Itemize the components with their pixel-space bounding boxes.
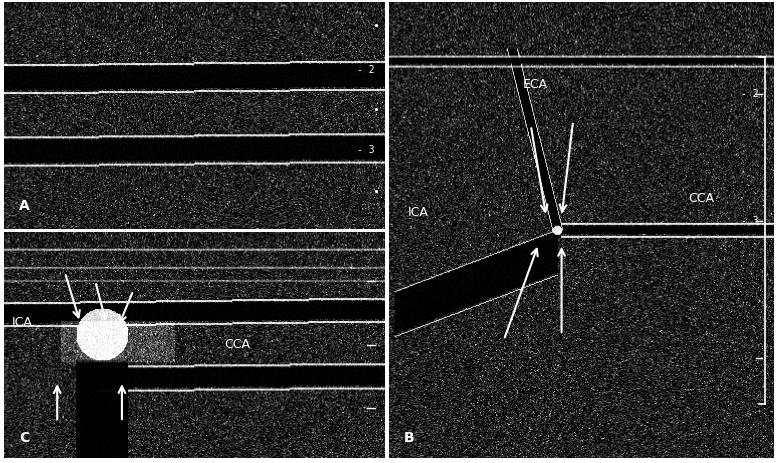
Text: - 2: - 2	[741, 88, 759, 99]
Text: ECA: ECA	[523, 78, 549, 91]
Text: CCA: CCA	[225, 338, 251, 351]
Text: ICA: ICA	[12, 316, 33, 329]
Text: B: B	[404, 431, 414, 444]
Text: - 3: - 3	[741, 216, 759, 226]
Text: ICA: ICA	[408, 206, 429, 219]
Text: - 3: - 3	[357, 145, 375, 155]
Text: A: A	[19, 199, 30, 213]
Text: - 2: - 2	[357, 65, 375, 75]
Text: C: C	[19, 431, 30, 445]
Text: CCA: CCA	[688, 192, 715, 205]
